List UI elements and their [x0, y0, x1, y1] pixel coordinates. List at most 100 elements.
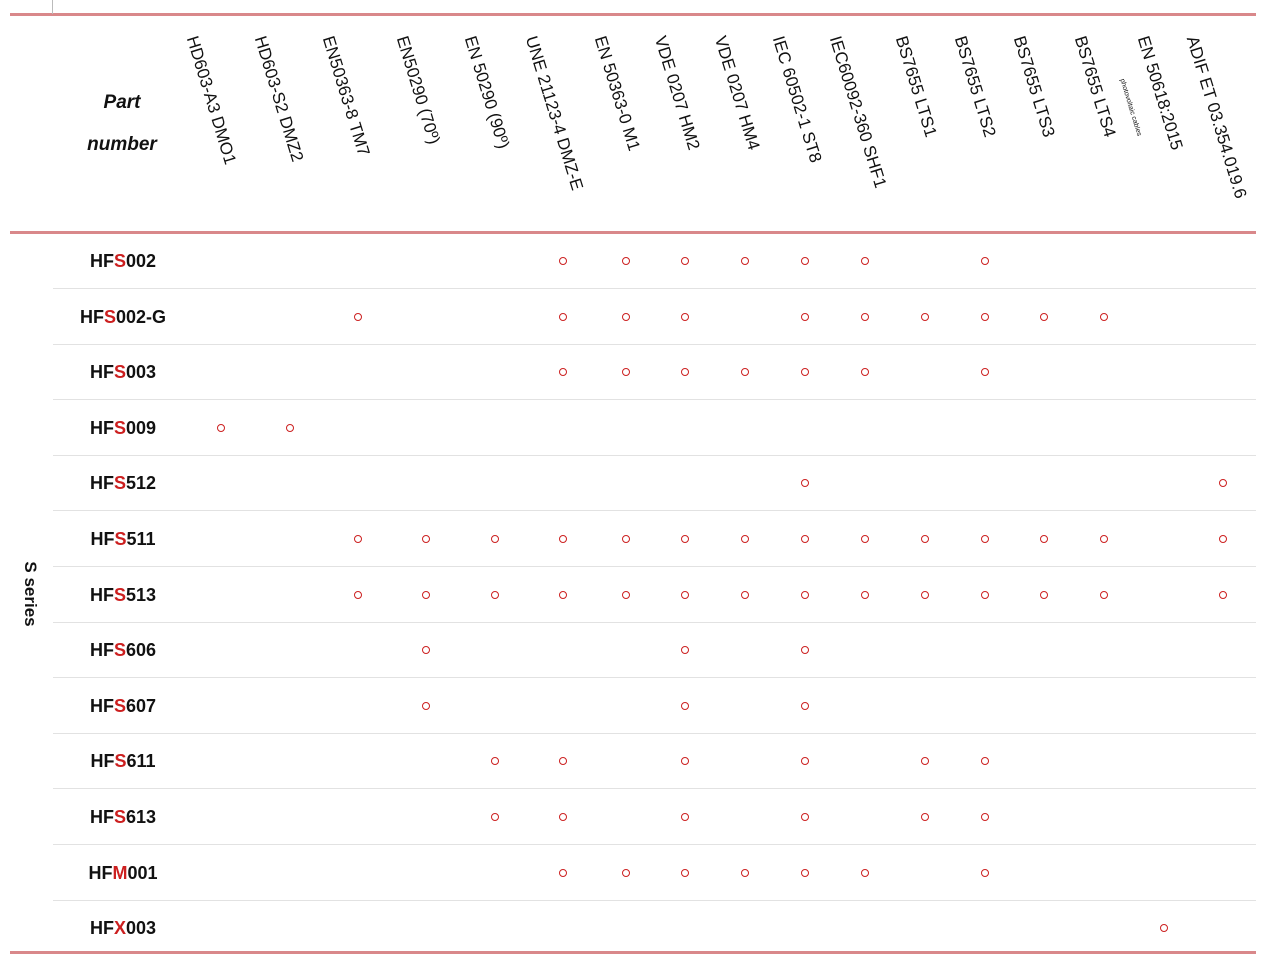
part-prefix: HF	[89, 417, 114, 438]
part-series-letter: S	[113, 473, 126, 494]
part-number: HFS002-G	[63, 290, 183, 345]
part-prefix: HF	[89, 695, 114, 716]
compliance-mark	[422, 590, 430, 599]
compliance-mark	[861, 868, 869, 877]
row-separator	[53, 788, 1256, 790]
compliance-mark	[681, 757, 689, 766]
corner-tick	[52, 0, 53, 14]
part-suffix: 606	[125, 640, 157, 661]
series-label: S series	[21, 561, 40, 627]
part-series-letter: S	[114, 751, 127, 772]
compliance-mark	[801, 868, 809, 877]
top-rule	[10, 13, 1256, 16]
part-suffix: 611	[126, 751, 156, 772]
part-number-header-line2: number	[87, 134, 157, 155]
part-suffix: 003	[125, 918, 157, 939]
compliance-mark	[559, 868, 567, 877]
standard-label: IEC60092-360 SHF1	[825, 33, 891, 191]
standard-label: EN50363-8 TM7	[318, 33, 374, 159]
compliance-mark	[741, 535, 749, 543]
part-suffix: 001	[127, 862, 158, 883]
compliance-mark	[354, 535, 362, 543]
standard-label: BS7655 LTS3	[1009, 33, 1059, 140]
compliance-mark	[1040, 590, 1048, 599]
compliance-mark	[559, 535, 567, 543]
part-number: HFS002	[63, 234, 183, 289]
compliance-mark	[559, 757, 567, 766]
compliance-mark	[741, 590, 749, 599]
part-prefix: HF	[79, 306, 104, 327]
compliance-mark	[491, 813, 499, 821]
compliance-mark	[921, 312, 929, 321]
standard-label: BS7655 LTS4	[1070, 33, 1120, 140]
compliance-mark	[622, 868, 630, 877]
standard-label: UNE 21123-4 DMZ-E	[521, 33, 587, 193]
part-number: HFS513	[63, 568, 183, 623]
compliance-mark	[1160, 924, 1168, 933]
compliance-mark	[1219, 590, 1227, 599]
standard-label: EN 50290 (90º)	[460, 33, 514, 151]
table-row: HFS009	[53, 401, 1256, 456]
table-row: HFS002-G	[53, 290, 1256, 345]
part-series-letter: S	[113, 807, 126, 827]
row-separator	[53, 288, 1256, 289]
compliance-mark	[801, 479, 809, 488]
table-row: HFS613	[53, 790, 1256, 845]
part-suffix: 009	[125, 417, 157, 438]
part-series-letter: S	[103, 306, 116, 327]
compliance-mark	[741, 868, 749, 877]
compliance-mark	[801, 535, 809, 543]
part-prefix: HF	[89, 807, 114, 827]
table-row: HFS607	[53, 679, 1256, 734]
compliance-mark	[559, 590, 567, 599]
compliance-mark	[741, 368, 749, 377]
compliance-mark	[491, 535, 499, 543]
part-series-letter: S	[114, 529, 127, 549]
part-series-letter: S	[113, 251, 126, 271]
row-separator	[53, 566, 1256, 567]
compliance-mark	[801, 368, 809, 377]
part-number: HFM001	[63, 846, 183, 901]
compliance-mark	[491, 590, 499, 599]
compliance-mark	[354, 590, 362, 599]
row-separator	[53, 732, 1256, 734]
compliance-mark	[622, 535, 630, 543]
part-series-letter: X	[113, 918, 126, 939]
compliance-mark	[622, 368, 630, 377]
bottom-rule	[10, 951, 1256, 954]
compliance-mark	[981, 257, 989, 265]
part-suffix: 613	[125, 807, 157, 827]
compliance-mark	[681, 257, 689, 265]
compliance-mark	[559, 257, 567, 265]
part-prefix: HF	[89, 584, 114, 605]
part-suffix: 607	[125, 695, 157, 716]
compliance-mark	[981, 312, 989, 321]
row-separator	[53, 510, 1256, 512]
compliance-mark	[801, 312, 809, 321]
compliance-mark	[1219, 535, 1227, 543]
compliance-mark	[921, 535, 929, 543]
table-row: HFS606	[53, 623, 1256, 679]
compliance-mark	[622, 257, 630, 265]
row-separator	[53, 399, 1256, 401]
table-row: HFS513	[53, 568, 1256, 623]
part-series-letter: S	[113, 362, 126, 383]
compliance-mark	[1100, 535, 1108, 543]
part-suffix: 002-G	[115, 306, 167, 327]
part-prefix: HF	[89, 918, 114, 939]
part-prefix: HF	[89, 640, 114, 661]
standard-sublabel: photovoltaic cables	[1118, 78, 1143, 137]
part-suffix: 513	[125, 584, 157, 605]
part-series-letter: S	[113, 695, 126, 716]
compliance-mark	[559, 368, 567, 377]
table-row: HFS611	[53, 734, 1256, 790]
row-separator	[53, 621, 1256, 623]
compliance-mark	[741, 257, 749, 265]
compliance-mark	[801, 757, 809, 766]
compliance-mark	[1040, 535, 1048, 543]
row-separator	[53, 844, 1256, 845]
part-prefix: HF	[90, 751, 115, 772]
compliance-mark	[681, 590, 689, 599]
table-row: HFS511	[53, 512, 1256, 567]
standard-label: IEC 60502-1 ST8	[768, 33, 826, 165]
